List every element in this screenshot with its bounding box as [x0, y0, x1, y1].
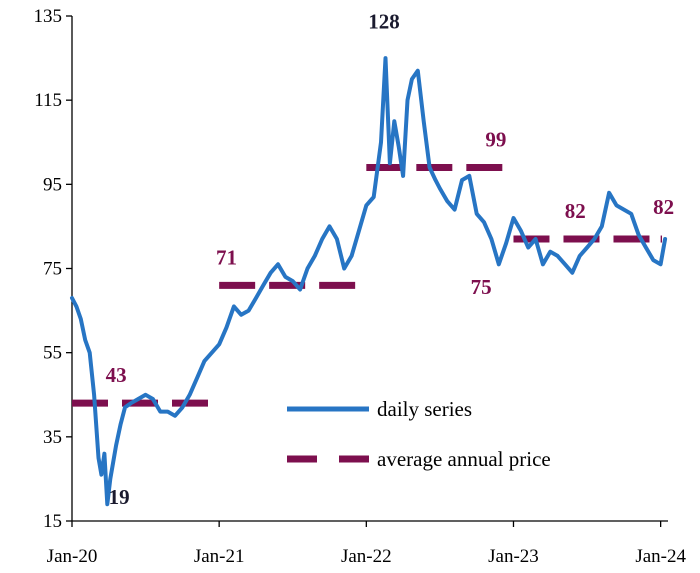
daily-series [70, 56, 668, 507]
data-label: 43 [106, 363, 127, 387]
y-tick-label: 75 [43, 259, 62, 280]
data-label: 75 [471, 275, 492, 299]
y-tick-label: 95 [43, 174, 62, 195]
annotations: 43 19 71 128 99 75 82 82 [106, 10, 674, 510]
legend-label-average: average annual price [377, 447, 551, 471]
legend-label-daily: daily series [377, 397, 472, 421]
x-tick-label: Jan-24 [635, 546, 686, 567]
data-label: 99 [485, 127, 506, 151]
data-label: 82 [565, 199, 586, 223]
y-tick-label: 35 [43, 427, 62, 448]
average-annual-price-series [72, 164, 662, 407]
daily-series-line [70, 56, 668, 507]
x-tick-label: Jan-21 [194, 546, 245, 567]
y-tick-label: 115 [34, 90, 62, 111]
x-tick-label: Jan-23 [488, 546, 539, 567]
data-label: 19 [109, 485, 130, 509]
data-label: 128 [368, 10, 400, 34]
axes: 15 35 55 75 95 115 135 Jan-20 Jan-21 Jan-22 Jan-23… [34, 6, 687, 567]
y-tick-label: 15 [43, 511, 62, 532]
y-tick-label: 135 [34, 6, 63, 27]
x-tick-label: Jan-22 [341, 546, 392, 567]
y-tick-label: 55 [43, 343, 62, 364]
data-label: 82 [653, 195, 674, 219]
data-label: 71 [216, 245, 237, 269]
x-tick-label: Jan-20 [47, 546, 98, 567]
legend: daily series average annual price [287, 397, 551, 471]
